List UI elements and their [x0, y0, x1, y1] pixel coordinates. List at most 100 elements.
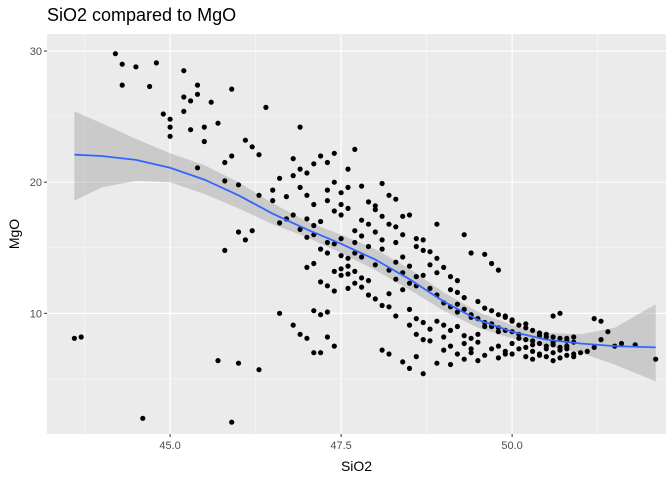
data-point [475, 332, 480, 337]
data-point [318, 153, 323, 158]
data-point [181, 68, 186, 73]
data-point [277, 220, 282, 225]
data-point [393, 224, 398, 229]
data-point [359, 254, 364, 259]
data-point [304, 193, 309, 198]
data-point [263, 105, 268, 110]
data-point [605, 329, 610, 334]
data-point [564, 353, 569, 358]
data-point [120, 83, 125, 88]
data-point [298, 185, 303, 190]
data-point [373, 296, 378, 301]
data-point [352, 240, 357, 245]
data-point [359, 184, 364, 189]
data-point [373, 203, 378, 208]
data-point [455, 351, 460, 356]
data-point [523, 325, 528, 330]
data-point [414, 236, 419, 241]
data-point [537, 351, 542, 356]
data-point [489, 346, 494, 351]
data-point [530, 357, 535, 362]
data-point [407, 323, 412, 328]
data-point [250, 228, 255, 233]
data-point [523, 337, 528, 342]
data-point [544, 354, 549, 359]
data-point [304, 336, 309, 341]
data-point [557, 355, 562, 360]
data-point [414, 332, 419, 337]
y-tick-label: 10 [30, 308, 42, 320]
data-point [168, 134, 173, 139]
data-point [345, 167, 350, 172]
data-point [619, 341, 624, 346]
data-point [434, 361, 439, 366]
data-point [311, 202, 316, 207]
data-point [284, 194, 289, 199]
data-point [325, 160, 330, 165]
data-point [462, 333, 467, 338]
data-point [414, 244, 419, 249]
data-point [551, 313, 556, 318]
data-point [393, 313, 398, 318]
data-point [544, 346, 549, 351]
data-point [523, 345, 528, 350]
data-point [366, 199, 371, 204]
data-point [256, 367, 261, 372]
data-point [325, 198, 330, 203]
data-point [469, 250, 474, 255]
data-point [318, 350, 323, 355]
data-point [140, 416, 145, 421]
data-point [400, 287, 405, 292]
data-point [318, 247, 323, 252]
data-point [359, 233, 364, 238]
data-point [325, 250, 330, 255]
data-point [482, 353, 487, 358]
data-point [339, 253, 344, 258]
data-point [482, 324, 487, 329]
data-point [407, 212, 412, 217]
data-point [325, 283, 330, 288]
data-point [380, 247, 385, 252]
data-point [441, 334, 446, 339]
data-point [318, 219, 323, 224]
data-point [304, 216, 309, 221]
data-point [441, 348, 446, 353]
data-point [359, 275, 364, 280]
data-point [332, 288, 337, 293]
data-point [332, 180, 337, 185]
data-point [489, 308, 494, 313]
data-point [277, 311, 282, 316]
data-point [530, 342, 535, 347]
data-point [400, 232, 405, 237]
data-point [298, 332, 303, 337]
data-point [400, 214, 405, 219]
data-point [482, 306, 487, 311]
data-point [72, 336, 77, 341]
data-point [537, 341, 542, 346]
data-point [557, 348, 562, 353]
data-point [188, 127, 193, 132]
data-point [448, 287, 453, 292]
data-point [400, 254, 405, 259]
data-point [256, 193, 261, 198]
data-point [571, 354, 576, 359]
data-point [441, 265, 446, 270]
data-point [236, 229, 241, 234]
data-point [339, 212, 344, 217]
data-point [462, 295, 467, 300]
data-point [161, 111, 166, 116]
data-point [154, 60, 159, 65]
data-point [215, 121, 220, 126]
data-point [318, 312, 323, 317]
data-point [386, 193, 391, 198]
data-point [120, 62, 125, 67]
data-point [386, 351, 391, 356]
data-point [304, 265, 309, 270]
data-point [380, 348, 385, 353]
data-point [304, 170, 309, 175]
data-point [653, 357, 658, 362]
data-point [325, 188, 330, 193]
data-point [291, 212, 296, 217]
data-point [503, 315, 508, 320]
